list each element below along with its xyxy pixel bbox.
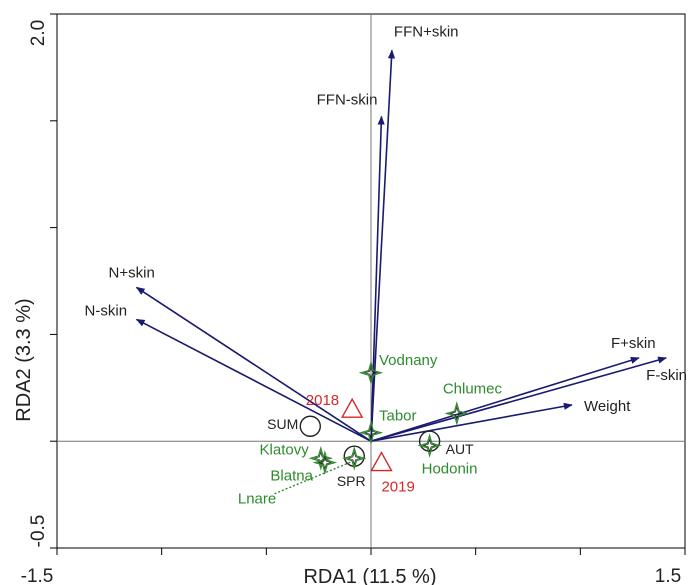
site-label: Hodonin [422,460,478,477]
site-marker-inner [449,406,465,421]
site-marker [444,401,470,426]
y-tick-label-top: 2.0 [28,20,49,46]
arrow-label: F-skin [646,367,687,384]
x-tick-label-right: 1.5 [655,566,681,585]
site-marker-inner [422,438,437,453]
arrow-N-skin [135,318,372,442]
year-label: 2018 [306,392,339,409]
site-marker [358,360,384,386]
arrow-F+skin [370,356,640,442]
site-marker-inner [363,365,379,381]
arrow-label: N+skin [109,264,155,281]
year-marker [370,451,393,472]
x-axis-label: RDA1 (11.5 %) [303,566,436,585]
lnare-connector [273,461,351,495]
year-marker [340,397,364,418]
season-label: AUT [446,441,474,457]
year-label: 2019 [381,479,414,496]
arrow-label: FFN+skin [394,23,459,40]
y-tick-label-bottom: -0.5 [28,515,49,548]
arrow-label: Weight [584,398,631,415]
season-label: SUM [267,416,298,432]
site-label: Chlumec [443,380,503,397]
site-marker [358,420,384,445]
season-marker [299,415,321,437]
arrow-FFN-skin [370,115,385,442]
arrow-Weight [370,402,573,442]
site-marker-inner [363,425,379,440]
arrow-N+skin [135,286,372,442]
season-label: SPR [337,473,366,489]
site-marker-inner [317,455,333,470]
site-marker [417,433,442,458]
x-tick-label-left: -1.5 [21,566,54,585]
arrow-label: FFN-skin [317,92,378,109]
y-axis-label: RDA2 (3.3 %) [13,298,35,421]
site-marker-inner [347,451,362,466]
site-label: Klatovy [260,441,310,458]
arrow-label: F+skin [611,335,656,352]
site-label: Blatna [270,468,313,485]
site-marker [312,450,338,475]
arrow-FFN+skin [370,49,396,442]
site-marker [342,445,367,471]
site-label: Tabor [379,408,417,425]
site-label: Vodnany [379,352,438,369]
arrow-label: N-skin [85,302,128,319]
arrow-F-skin [370,356,668,442]
site-label: Lnare [238,490,276,507]
